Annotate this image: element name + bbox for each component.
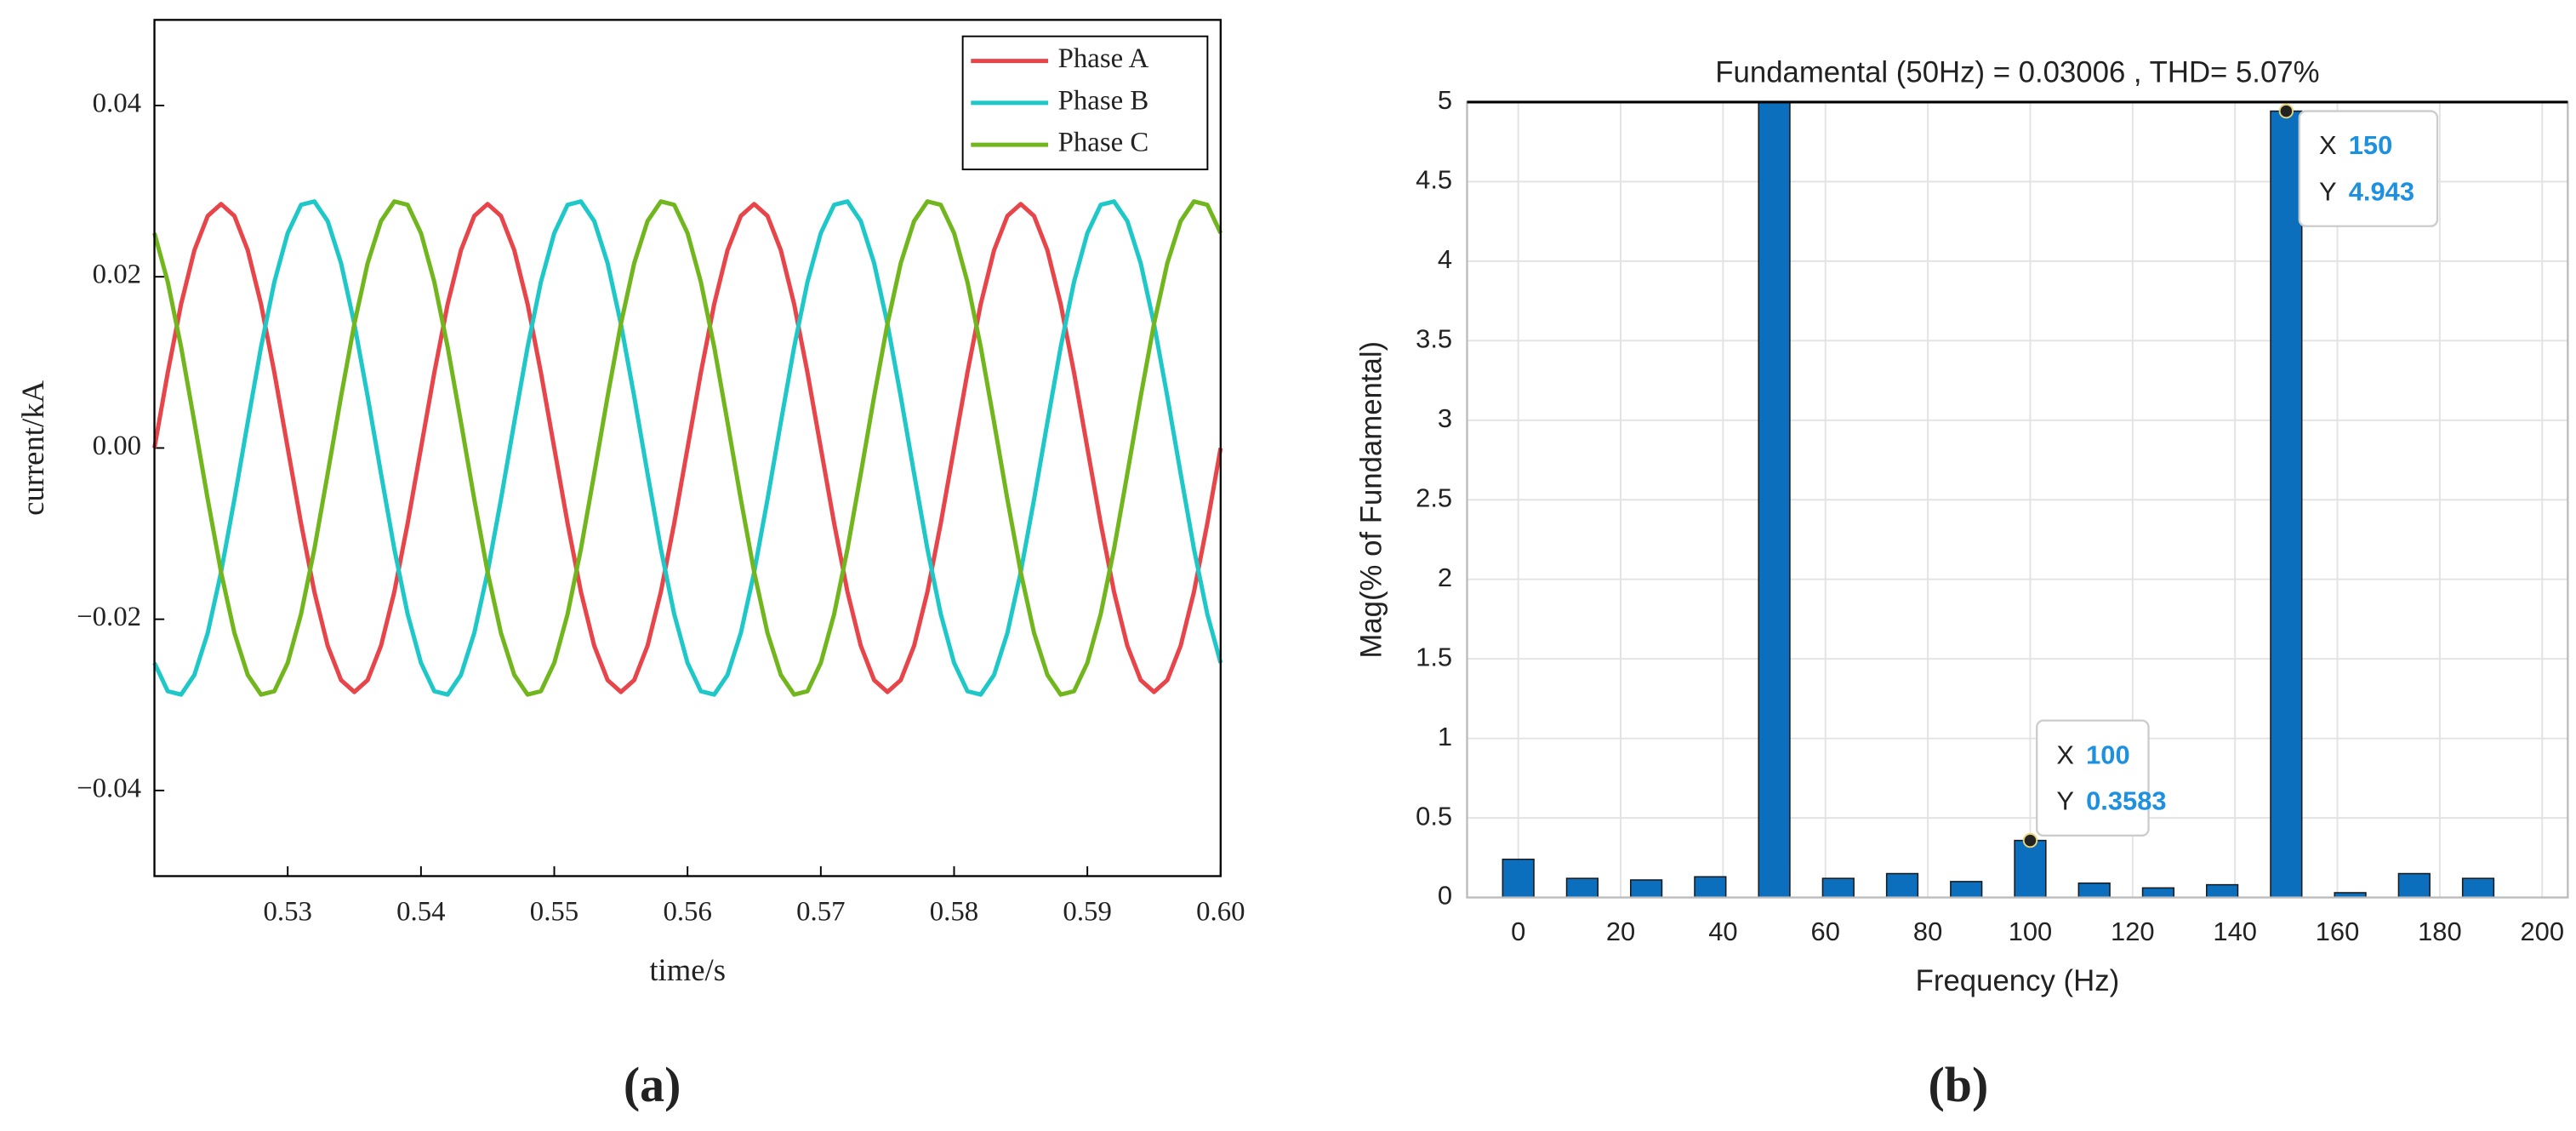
bar [2141,887,2175,898]
bar [1630,879,1663,898]
series-line [152,199,1223,697]
x-tick-label: 0.53 [263,896,311,927]
y-tick-label: −0.04 [77,773,141,803]
bar [1950,881,1983,898]
y-tick-label: 1 [1438,722,1452,751]
y-axis-label: current/kA [15,380,50,515]
y-tick-label: 0.04 [93,89,141,119]
y-tick-label: 2 [1438,563,1452,592]
legend-label: Phase C [1058,128,1149,158]
x-tick-label: 80 [1913,917,1942,946]
x-tick-label: 0.58 [930,896,978,927]
y-tick-label: −0.02 [77,602,141,632]
bar [2014,839,2047,898]
datatip-y-key: Y [2319,176,2337,206]
datatip-x-key: X [2056,740,2074,769]
x-tick-label: 180 [2418,917,2462,946]
x-tick-label: 0 [1511,917,1525,946]
bar [1565,877,1599,898]
y-tick-label: 0.00 [93,431,141,461]
x-tick-label: 120 [2111,917,2155,946]
series-line [152,199,1223,697]
y-tick-label: 2.5 [1416,483,1452,512]
x-tick-label: 0.56 [663,896,711,927]
x-tick-label: 140 [2213,917,2257,946]
x-tick-label: 0.60 [1196,896,1245,927]
x-tick-label: 160 [2316,917,2360,946]
legend-label: Phase B [1058,85,1149,116]
y-tick-label: 3 [1438,403,1452,433]
datatip-y-value: 0.3583 [2086,785,2166,815]
x-tick-label: 0.54 [396,896,445,927]
datatip-x-key: X [2319,130,2337,160]
y-tick-label: 0 [1438,881,1452,911]
x-axis-label: time/s [649,952,726,987]
y-tick-label: 4 [1438,244,1452,274]
x-tick-label: 60 [1811,917,1840,946]
bar [2206,883,2239,898]
y-tick-label: 4.5 [1416,165,1452,195]
bar [2077,882,2111,898]
bar [1885,872,1919,898]
bar [2461,877,2495,898]
datatip-x-value: 150 [2349,130,2393,160]
bars [1502,101,2495,898]
datatip-point [2022,832,2038,848]
datatip-x-value: 100 [2086,740,2130,769]
bar [2270,110,2303,898]
x-tick-label: 40 [1708,917,1737,946]
datatip-box [2298,110,2439,227]
y-tick-label: 1.5 [1416,642,1452,671]
legend-label: Phase A [1058,43,1149,74]
panel: 0 20 40 60 80 100 120 140 160 180 200 0 0.5 1 1.5 2 2.5 3… [1356,56,2569,997]
datatip-point [2278,103,2294,119]
x-axis-label: Frequency (Hz) [1916,965,2119,997]
panel-caption: (a) [624,1057,681,1112]
y-axis-label: Mag(% of Fundamental) [1356,341,1388,659]
x-tick-label: 20 [1606,917,1635,946]
x-tick-label: 100 [2009,917,2053,946]
bar [2334,892,2367,898]
x-tick-label: 0.55 [530,896,578,927]
x-tick-label: 0.57 [796,896,845,927]
datatip-y-key: Y [2056,785,2074,815]
panel-caption: (b) [1928,1057,1988,1112]
bar [1758,101,1791,898]
bar [1694,876,1727,898]
datatip-box [2036,719,2150,837]
bar [1502,858,1535,898]
y-tick-label: 0.02 [93,260,141,290]
series-line [152,202,1223,694]
x-tick-label: 0.59 [1063,896,1111,927]
datatip-y-value: 4.943 [2349,176,2414,206]
plot-frame [153,19,1222,877]
y-tick-label: 0.5 [1416,801,1452,831]
x-tick-label: 200 [2520,917,2564,946]
chart-title: Fundamental (50Hz) = 0.03006 , THD= 5.07… [1715,56,2319,89]
bar [2397,872,2431,898]
y-tick-label: 5 [1438,85,1452,115]
panel: 0.53 0.54 0.55 0.56 0.57 0.58 0.59 0.60 −0.04 −0.… [15,19,1245,987]
bar [1821,877,1855,898]
y-tick-label: 3.5 [1416,323,1452,353]
